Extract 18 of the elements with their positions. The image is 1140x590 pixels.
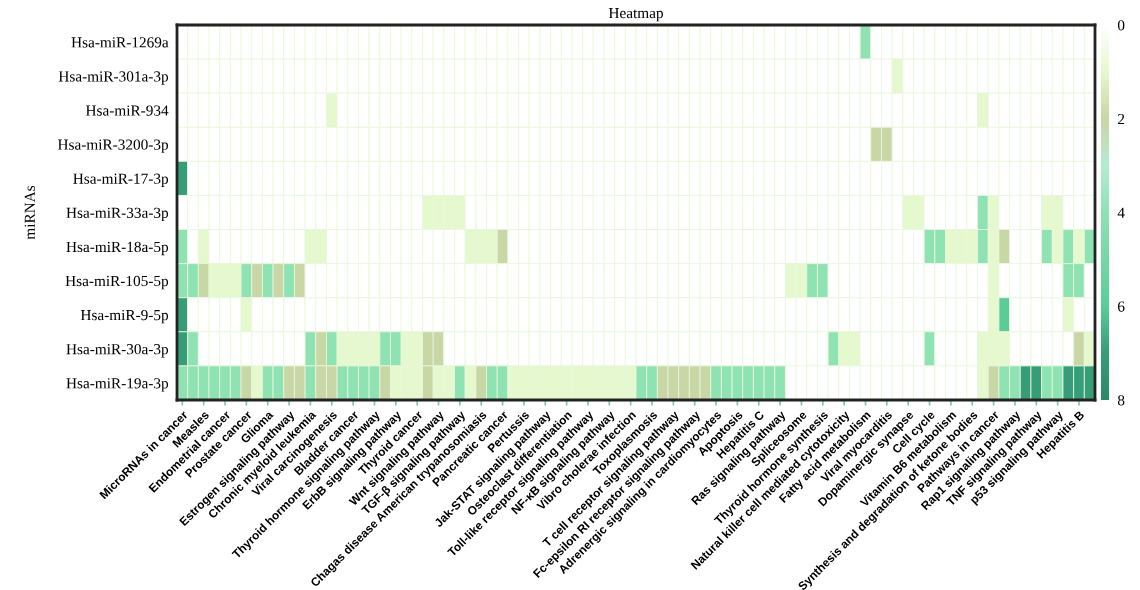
y-tick-label: Hsa-miR-18a-5p bbox=[66, 241, 169, 256]
color-bar-label: 4 bbox=[1117, 207, 1125, 218]
color-bar-label: 2 bbox=[1118, 113, 1125, 125]
y-tick-label: Hsa-miR-17-3p bbox=[73, 173, 169, 187]
y-tick-label: Hsa-miR-9-5p bbox=[80, 309, 169, 324]
color-bar-label: 6 bbox=[1117, 301, 1125, 312]
chart-title: Heatmap bbox=[608, 8, 663, 22]
y-axis-title: miRNAs bbox=[24, 185, 35, 240]
color-bar-label: 8 bbox=[1117, 395, 1125, 406]
color-bar-label: 0 bbox=[1117, 20, 1125, 31]
y-tick-label: Hsa-miR-301a-3p bbox=[58, 71, 169, 85]
y-tick-label: Hsa-miR-1269a bbox=[71, 37, 169, 48]
y-tick-label: Hsa-miR-33a-3p bbox=[66, 207, 169, 222]
y-tick-label: Hsa-miR-934 bbox=[85, 105, 169, 116]
y-tick-label: Hsa-miR-30a-3p bbox=[66, 344, 169, 358]
y-tick-label: Hsa-miR-19a-3p bbox=[66, 378, 169, 392]
y-tick-label: Hsa-miR-105-5p bbox=[65, 275, 169, 290]
y-tick-label: Hsa-miR-3200-3p bbox=[57, 139, 169, 153]
